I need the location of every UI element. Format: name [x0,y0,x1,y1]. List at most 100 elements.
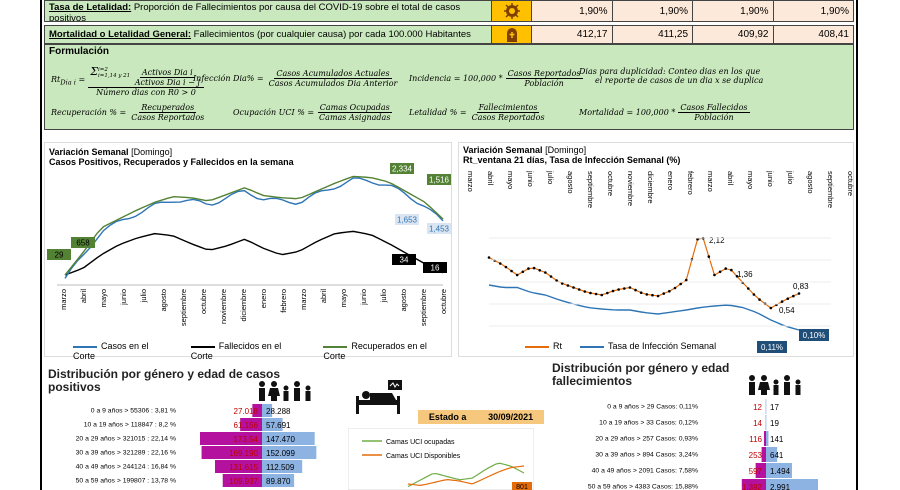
x-tick-label: marzo [299,289,308,310]
x-tick-label: julio [139,289,148,303]
men-value: 641 [770,451,784,460]
indicator-value: 1,90% [772,1,853,21]
rt-point [589,291,592,295]
x-tick-label: abril [726,171,735,186]
icu-beds-chart: Camas UCI ocupadas Camas UCI Disponibles 8… [348,428,534,490]
formula-mortalidad: Mortalidad = 100,000 * Casos Fallecidos P… [579,103,750,122]
x-tick-label: abril [79,289,88,304]
chart-panel-cases: Variación Semanal [Domingo] Casos Positi… [44,142,452,361]
rt-point [538,269,542,272]
rt-line-chart: marzo abril mayo junio julio agosto septiembre… [466,170,855,353]
women-value: 597 [749,467,763,476]
rt-point [735,275,739,278]
x-tick-label: junio [526,170,535,187]
label-end-green: 1,516 [429,176,450,185]
rt-point [527,267,530,270]
label-tasa-low-box [757,341,787,353]
legend-item-recovered: Recuperados en el Corte [323,341,427,361]
x-tick-label: febrero [279,289,288,313]
x-tick-label: septiembre [586,171,595,208]
series-cases-line [64,177,444,279]
x-tick-label: mayo [746,171,755,189]
rt-point [769,306,773,310]
men-bar [262,460,303,473]
men-value: 57.691 [266,421,291,430]
men-bar [262,446,317,459]
x-tick-label: julio [786,170,795,184]
formula-duplicidad: Dias para duplicidad: Conteo dias en los… [579,67,764,85]
women-value: 131.615 [229,463,258,472]
dist-cases-title: Distribución por género y edad de casos … [48,367,281,394]
tombstone-icon [491,26,531,43]
x-tick-label: mayo [99,289,108,307]
men-value: 147.470 [266,435,295,444]
chart-legend: Rt Tasa de Infección Semanal [525,341,716,351]
rt-point [684,278,688,282]
rt-point [662,292,666,295]
men-value: 141 [770,435,784,444]
label-rt-peak: 2,12 [709,236,725,245]
rt-point [583,290,587,293]
age-group-label: 20 a 29 años > 257 Casos: 0,93% [595,436,698,443]
men-value: 1.494 [770,467,791,476]
rt-point [746,287,750,290]
women-bar [755,463,766,478]
age-group-label: 40 a 49 años > 2091 Casos: 7,58% [592,468,698,475]
x-tick-label: octubre [846,171,855,196]
deaths-pyramid-chart: 0 a 9 años > 29 Casos: 0,11% 12 17 10 a 19 … [588,399,818,490]
label-end-black-a: 34 [400,256,409,265]
label-rt-end: 0,83 [793,282,809,291]
rt-point [572,286,575,289]
x-tick-label: octubre [439,289,448,314]
label-tasa-end-box [799,329,829,341]
legend-item-cases: Casos en el Corte [73,341,149,361]
rt-point [651,293,654,297]
x-tick-label: octubre [606,171,615,196]
men-bar [766,463,792,478]
rt-point [645,293,649,296]
legend-item-tasa: Tasa de Infección Semanal [580,341,716,351]
age-group-label: 10 a 19 años > 118847 : 8,2 % [84,421,176,428]
series-recovered-line [64,175,444,276]
women-bar [222,474,262,487]
estado-banner: Estado a 30/09/2021 [418,410,544,424]
x-tick-label: abril [486,171,495,186]
series-ocupadas-line [407,462,525,488]
label-end-green-box [427,174,451,185]
x-tick-label: junio [766,170,775,187]
women-value: 61.156 [234,421,259,430]
men-value: 152.099 [266,449,295,458]
women-value: 109.937 [229,477,258,486]
x-tick-label: agosto [566,171,575,194]
men-bar [262,418,283,431]
family-icon [256,380,312,407]
rt-point [696,237,699,241]
rt-point [752,293,756,296]
men-value: 19 [770,419,779,428]
men-value: 89.870 [266,477,291,486]
rt-point [628,286,632,289]
x-tick-label: abril [319,289,328,304]
x-tick-label: febrero [686,171,695,195]
x-tick-label: enero [259,289,268,308]
x-tick-label: enero [666,171,675,190]
icu-chart-frame [348,428,534,490]
women-bar [214,460,262,473]
rt-point [487,256,491,259]
indicator-desc: Mortalidad o Letalidad General: Fallecim… [49,29,471,40]
women-value: 1.392 [742,483,763,490]
x-tick-label: septiembre [826,171,835,208]
rt-point [532,266,536,270]
men-value: 28.288 [266,407,291,416]
chart-legend: Casos en el Corte Fallecidos en el Corte… [73,341,451,361]
men-value: 112.509 [266,463,295,472]
label-rt-mid: 1,36 [737,270,753,279]
rt-point [549,275,553,278]
chart-title: Variación Semanal [Domingo] [463,145,587,155]
x-tick-label: junio [119,289,128,306]
age-group-label: 30 a 39 años > 321289 : 22,16 % [76,449,176,456]
label-end-blue-a-box [395,214,419,225]
label-start-green-box [47,249,71,260]
x-tick-label: junio [359,289,368,306]
